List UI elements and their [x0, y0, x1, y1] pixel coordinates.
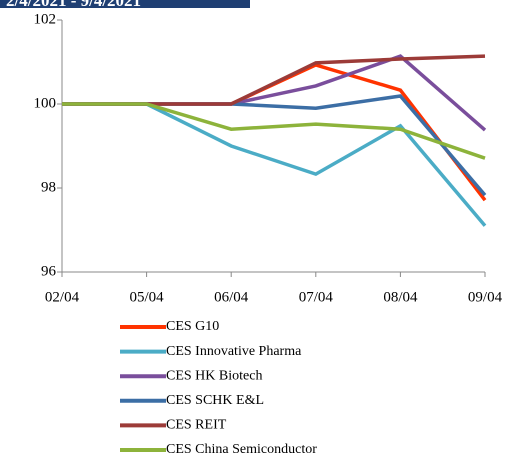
y-tick-label: 100	[34, 95, 57, 111]
y-tick-label: 98	[41, 179, 56, 195]
legend-label: CES SCHK E&L	[166, 393, 264, 408]
legend-label: CES China Semiconductor	[166, 442, 317, 457]
y-tick-label: 102	[34, 11, 57, 27]
y-tick-label: 96	[41, 263, 57, 279]
legend-label: CES REIT	[166, 418, 227, 433]
x-tick-label: 02/04	[45, 289, 80, 305]
x-tick-label: 05/04	[130, 289, 165, 305]
title-bar	[0, 0, 250, 8]
x-tick-label: 09/04	[468, 289, 503, 305]
legend-label: CES HK Biotech	[166, 368, 262, 383]
legend: CES G10 CES Innovative Pharma CES HK Biote…	[120, 319, 317, 457]
series-line	[62, 94, 487, 197]
legend-label: CES G10	[166, 319, 219, 334]
legend-label: CES Innovative Pharma	[166, 344, 302, 359]
series-line	[62, 54, 486, 106]
x-tick-label: 06/04	[214, 289, 249, 305]
chart-title: 2/4/2021 - 9/4/2021	[6, 0, 141, 10]
x-tick-label: 08/04	[383, 289, 418, 305]
series-line	[62, 102, 486, 160]
x-tick-label: 07/04	[299, 289, 334, 305]
